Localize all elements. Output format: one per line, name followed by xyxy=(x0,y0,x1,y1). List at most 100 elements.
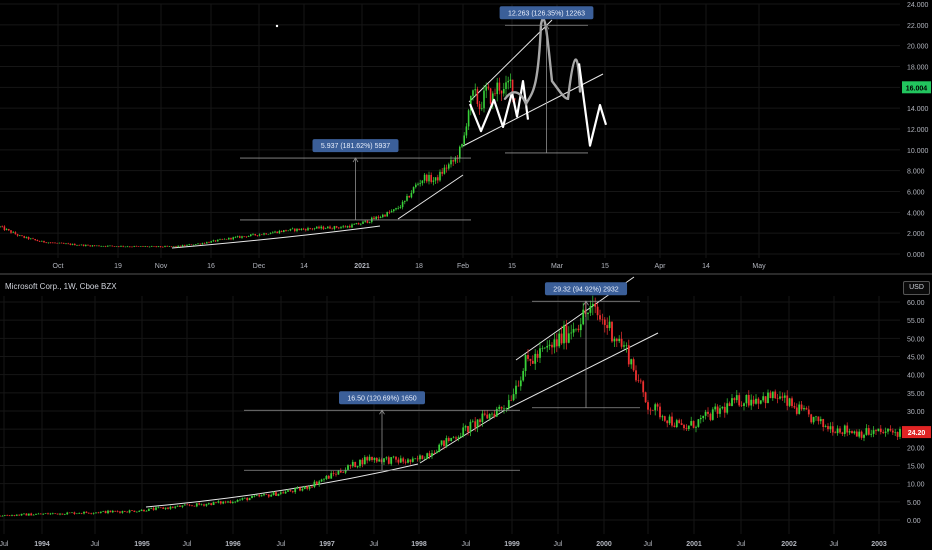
bottom-candle-body xyxy=(493,413,496,417)
top-candle-body xyxy=(12,232,14,233)
top-candle-body xyxy=(21,235,23,237)
currency-label[interactable]: USD xyxy=(903,281,930,295)
bottom-candle-body xyxy=(541,348,544,349)
top-candle-body xyxy=(272,232,274,234)
bottom-candle-body xyxy=(858,431,861,437)
bottom-candle-body xyxy=(815,416,817,418)
bottom-candle-body xyxy=(779,396,781,399)
top-candle-body xyxy=(197,243,199,245)
bottom-candle-body xyxy=(61,513,64,515)
top-price-tick: 20.000 xyxy=(907,44,929,51)
bottom-candle-body xyxy=(75,513,78,515)
bottom-candle-body xyxy=(234,501,237,503)
bottom-candle-body xyxy=(632,359,635,371)
bottom-candle-body xyxy=(30,513,33,516)
top-candle-body xyxy=(34,239,36,241)
top-candle-body xyxy=(54,242,56,244)
top-candle-body xyxy=(340,227,342,229)
top-candle-body xyxy=(192,244,195,246)
bottom-candle-body xyxy=(899,428,901,437)
top-candle-body xyxy=(80,244,83,246)
bottom-candle-body xyxy=(467,426,469,433)
top-candle-body xyxy=(397,207,399,209)
bottom-candles xyxy=(0,295,901,517)
top-candle-body xyxy=(362,221,364,224)
bottom-candle-body xyxy=(116,511,119,512)
bottom-time-tick: 1995 xyxy=(134,541,150,548)
top-candle-body xyxy=(113,246,116,247)
top-candle-body xyxy=(170,246,173,247)
top-candle-body xyxy=(243,236,245,237)
bottom-candle-body xyxy=(6,515,9,516)
bottom-candle-body xyxy=(560,333,563,344)
bottom-price-tick: 35.00 xyxy=(907,391,925,398)
bottom-candle-body xyxy=(267,494,270,497)
bottom-candle-body xyxy=(810,414,813,423)
top-time-tick: Nov xyxy=(155,263,168,270)
top-candle-body xyxy=(386,212,388,217)
bottom-candle-body xyxy=(483,413,486,415)
bottom-candle-body xyxy=(495,408,498,417)
top-candle-body xyxy=(49,242,52,244)
bottom-candle-body xyxy=(51,513,54,514)
bottom-candle-body xyxy=(755,398,757,404)
top-time-tick: May xyxy=(752,263,766,270)
top-candle-body xyxy=(474,89,476,91)
top-candle-body xyxy=(175,246,177,247)
top-candle-body xyxy=(212,240,215,242)
top-candle-body xyxy=(269,233,272,235)
projection-white-late xyxy=(577,63,608,147)
top-candle-body xyxy=(25,236,28,238)
bottom-candle-body xyxy=(289,490,292,492)
bottom-candle-body xyxy=(222,501,225,504)
symbol-legend[interactable]: Microsoft Corp., 1W, Cboe BZX xyxy=(5,282,117,291)
bottom-candle-body xyxy=(721,406,724,409)
top-time-tick: Mar xyxy=(551,263,564,270)
top-candle-body xyxy=(142,246,144,247)
bottom-candle-body xyxy=(109,510,112,513)
bottom-support-curve xyxy=(145,463,419,508)
bottom-candle-body xyxy=(697,419,700,427)
bottom-candle-body xyxy=(414,458,417,460)
top-candle-body xyxy=(276,231,278,234)
bottom-price-tick: 55.00 xyxy=(907,318,925,325)
bottom-candle-body xyxy=(798,404,801,414)
top-candle-body xyxy=(432,180,435,182)
top-candle-body xyxy=(472,90,474,96)
bottom-candle-body xyxy=(423,458,426,460)
top-candle-body xyxy=(78,245,80,246)
bottom-candle-body xyxy=(282,492,285,494)
bottom-candle-body xyxy=(373,457,376,460)
top-candle-body xyxy=(428,174,430,182)
bottom-candle-body xyxy=(740,405,743,406)
top-candle-body xyxy=(503,88,505,94)
top-candle-body xyxy=(399,207,402,208)
top-candle-body xyxy=(278,230,281,234)
top-candle-body xyxy=(450,160,452,165)
bottom-candle-body xyxy=(611,321,613,342)
bottom-candle-body xyxy=(438,444,441,452)
bottom-candle-body xyxy=(565,325,568,343)
bottom-candle-body xyxy=(186,504,189,506)
bottom-candle-body xyxy=(150,508,153,509)
bottom-candle-body xyxy=(704,411,707,416)
top-price-tick: 24.000 xyxy=(907,2,929,9)
bottom-candle-body xyxy=(71,512,73,514)
bottom-candle-body xyxy=(577,328,580,331)
top-candle-body xyxy=(241,236,243,238)
bottom-candle-body xyxy=(265,494,268,495)
bottom-price-tick: 10.00 xyxy=(907,482,925,489)
bottom-candle-body xyxy=(831,426,834,433)
top-candle-body xyxy=(140,246,142,247)
top-candle-body xyxy=(507,80,509,83)
top-candle-body xyxy=(353,224,355,225)
projection-white-zigzag xyxy=(468,79,530,133)
top-candle-body xyxy=(261,234,263,236)
bottom-candle-body xyxy=(399,458,402,463)
bottom-candle-body xyxy=(155,507,157,510)
top-candle-body xyxy=(511,79,514,99)
top-measure-1-arrow xyxy=(352,157,359,163)
bottom-candle-body xyxy=(752,399,755,404)
bottom-candle-body xyxy=(824,426,827,427)
